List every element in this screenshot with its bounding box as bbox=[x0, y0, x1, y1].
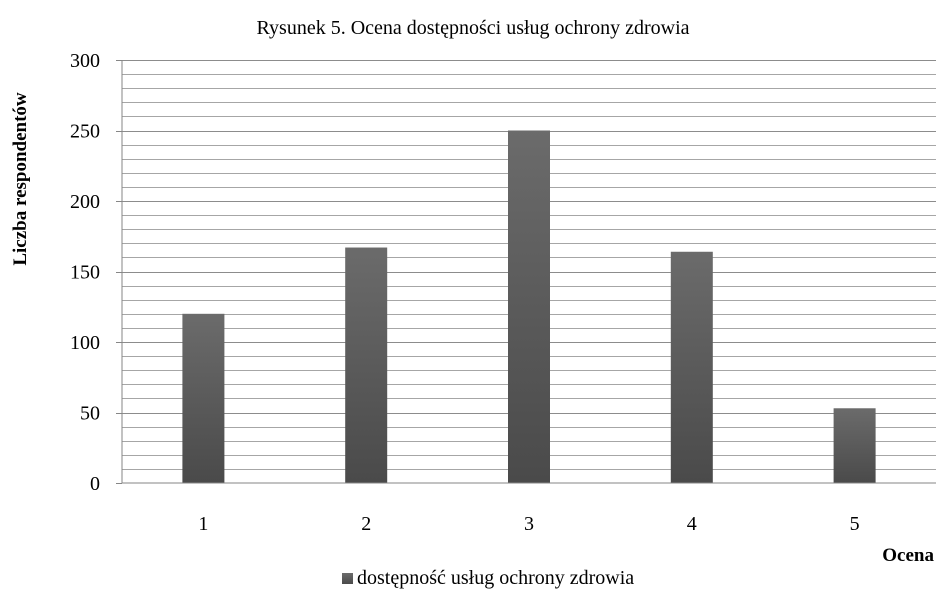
bar bbox=[670, 251, 713, 483]
x-tick-label: 1 bbox=[198, 513, 208, 535]
x-axis-label: Ocena bbox=[882, 545, 934, 566]
y-tick-label: 100 bbox=[70, 332, 100, 354]
legend-swatch bbox=[342, 573, 353, 584]
x-tick-label: 2 bbox=[361, 513, 371, 535]
y-tick-label: 200 bbox=[70, 191, 100, 213]
legend: dostępność usług ochrony zdrowia bbox=[342, 567, 634, 589]
x-tick-labels: 1 2 3 4 5 bbox=[198, 513, 859, 535]
x-tick-label: 3 bbox=[524, 513, 534, 535]
bar bbox=[182, 313, 225, 483]
bar bbox=[508, 130, 550, 483]
bar bbox=[345, 247, 388, 483]
legend-label: dostępność usług ochrony zdrowia bbox=[357, 567, 634, 589]
y-tick-label: 150 bbox=[70, 262, 100, 284]
y-tick-label: 300 bbox=[70, 50, 100, 72]
bar bbox=[833, 408, 876, 483]
x-tick-label: 5 bbox=[850, 513, 860, 535]
y-tick-label: 50 bbox=[80, 403, 100, 425]
y-tick-labels: 0 50 100 150 200 250 300 bbox=[70, 50, 100, 495]
y-axis-label: Liczba respondentów bbox=[10, 92, 31, 266]
chart-title: Rysunek 5. Ocena dostępności usług ochro… bbox=[257, 17, 690, 39]
bars bbox=[182, 130, 876, 483]
y-tick-label: 0 bbox=[90, 473, 100, 495]
y-tick-label: 250 bbox=[70, 121, 100, 143]
x-tick-label: 4 bbox=[687, 513, 697, 535]
